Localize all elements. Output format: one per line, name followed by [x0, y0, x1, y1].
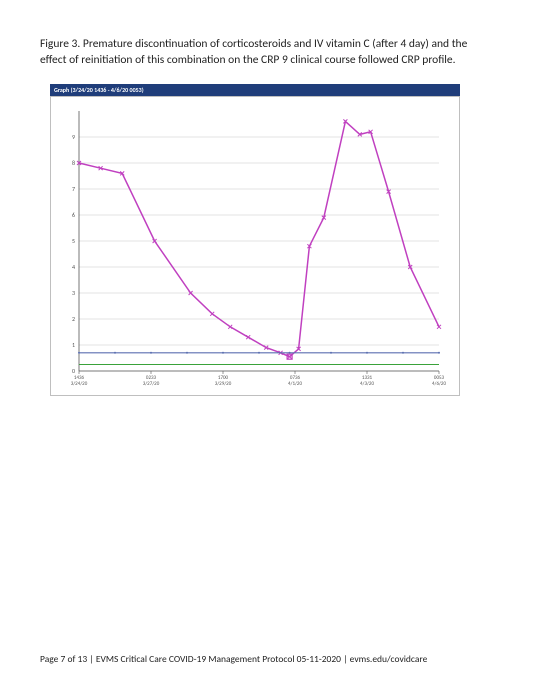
svg-text:4/6/20: 4/6/20 [432, 381, 446, 387]
svg-text:0: 0 [72, 367, 75, 375]
chart-header: Graph (3/24/20 1436 - 4/6/20 0053) [50, 84, 460, 96]
figure-caption: Figure 3. Premature discontinuation of c… [40, 36, 495, 68]
svg-text:4: 4 [72, 263, 75, 271]
svg-text:3/27/20: 3/27/20 [143, 381, 160, 387]
svg-text:3/29/20: 3/29/20 [215, 381, 232, 387]
svg-text:6: 6 [72, 211, 75, 219]
document-page: Figure 3. Premature discontinuation of c… [0, 0, 535, 691]
chart-body: 012345678914363/24/2002333/27/2017003/29… [50, 96, 460, 396]
svg-text:5: 5 [72, 237, 75, 245]
svg-text:4/1/20: 4/1/20 [288, 381, 302, 387]
page-footer: Page 7 of 13 | EVMS Critical Care COVID-… [40, 653, 495, 665]
svg-text:2: 2 [72, 315, 75, 323]
svg-text:7: 7 [72, 185, 75, 193]
svg-text:8: 8 [72, 159, 75, 167]
svg-text:3/24/20: 3/24/20 [71, 381, 88, 387]
svg-text:9: 9 [72, 133, 75, 141]
svg-text:4/3/20: 4/3/20 [360, 381, 374, 387]
chart-svg: 012345678914363/24/2002333/27/2017003/29… [57, 103, 447, 393]
svg-text:3: 3 [72, 289, 75, 297]
svg-text:1: 1 [72, 341, 75, 349]
chart-container: Graph (3/24/20 1436 - 4/6/20 0053) 0 1 2 3 4… [50, 84, 460, 396]
